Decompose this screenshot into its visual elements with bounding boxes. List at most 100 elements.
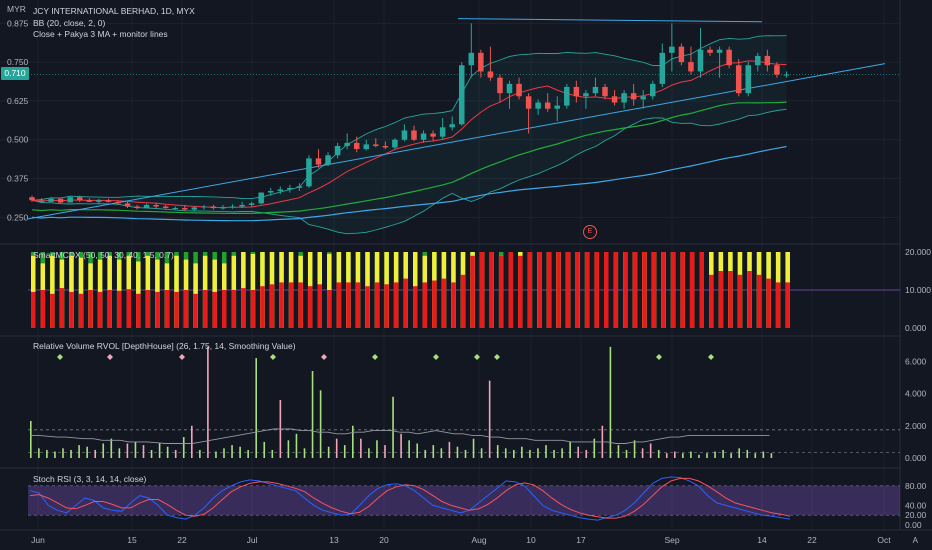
rvol-pane[interactable]	[28, 346, 900, 458]
rvol-bar	[513, 449, 515, 458]
mcdx-bar-red	[747, 271, 752, 328]
auto-scale-button[interactable]: A	[912, 536, 918, 545]
mcdx-bar-red	[241, 288, 246, 328]
candle-body	[535, 102, 541, 109]
rvol-bar	[569, 441, 571, 458]
candle-body	[229, 206, 236, 208]
rvol-bar	[134, 441, 137, 458]
ma-indicator-label[interactable]: Close + Pakya 3 MA + monitor lines	[33, 29, 168, 39]
smart-mcdx-pane[interactable]	[28, 252, 900, 328]
mcdx-bar-red	[604, 252, 609, 328]
rvol-bar	[46, 449, 48, 458]
rvol-signal-diamond	[708, 354, 714, 360]
mcdx-bar-red	[527, 252, 533, 328]
stoch-rsi-pane[interactable]	[28, 476, 900, 521]
rvol-bar	[239, 446, 241, 458]
stoch-rsi-label[interactable]: Stoch RSI (3, 3, 14, 14, close)	[33, 474, 147, 484]
rvol-bar	[730, 453, 732, 458]
mcdx-bar-red	[50, 293, 55, 328]
candle-body	[755, 55, 761, 66]
candle-body	[688, 62, 694, 72]
rvol-bar	[166, 446, 169, 458]
rvol-bar	[682, 453, 684, 458]
mcdx-bar-red	[222, 290, 227, 328]
mcdx-bar-red	[327, 290, 332, 328]
rvol-bar	[625, 449, 628, 458]
candle-body	[459, 65, 465, 125]
candle-body	[201, 206, 207, 208]
candle-body	[172, 208, 178, 210]
rvol-tick-label: 2.000	[905, 421, 927, 431]
rvol-bar	[746, 449, 749, 458]
smart-mcdx-label[interactable]: SmartMCDX (50, 50, 30, 40, 1.5, 0.7)	[33, 250, 174, 260]
candle-body	[182, 208, 188, 210]
mcdx-bar-red	[260, 286, 265, 328]
candle-body	[583, 93, 589, 97]
candle-body	[325, 155, 331, 165]
candle-body	[506, 83, 513, 94]
y-tick-label: 0.500	[7, 135, 29, 145]
rvol-bar	[754, 453, 757, 458]
rvol-bar	[126, 443, 129, 458]
rvol-bar	[199, 449, 201, 458]
rvol-bar	[561, 448, 563, 458]
mcdx-bar-red	[718, 271, 724, 328]
mcdx-bar-red	[69, 291, 74, 328]
mcdx-bar-red	[775, 282, 781, 328]
mcdx-bar-red	[632, 252, 638, 328]
mcdx-bar-red	[651, 252, 657, 328]
mcdx-bar-red	[212, 291, 217, 328]
x-tick-label: Jun	[31, 535, 45, 545]
candle-body	[659, 52, 666, 84]
rvol-bar	[529, 449, 531, 458]
mcdx-bar-red	[470, 255, 475, 328]
rvol-bar	[400, 433, 402, 458]
mcdx-bar-red	[661, 252, 666, 328]
rvol-bar	[424, 449, 427, 458]
rvol-bar	[480, 448, 483, 458]
mcdx-bar-red	[594, 252, 599, 328]
rvol-bar	[150, 449, 153, 458]
mcdx-bar-red	[518, 255, 523, 328]
rvol-bar	[633, 440, 636, 458]
candle-body	[783, 74, 790, 76]
rvol-bar	[78, 445, 80, 458]
rvol-bar	[714, 451, 716, 458]
rvol-tick-label: 6.000	[905, 356, 927, 366]
mcdx-bar-red	[374, 282, 380, 328]
mcdx-bar-yellow	[78, 257, 84, 328]
rvol-label[interactable]: Relative Volume RVOL [DepthHouse] (26, 1…	[33, 341, 296, 351]
candle-body	[430, 133, 436, 137]
earnings-event-icon[interactable]: E	[583, 225, 597, 239]
rvol-bar	[738, 448, 740, 458]
candle-body	[38, 200, 45, 202]
rvol-bar	[537, 448, 539, 458]
rvol-bar	[86, 446, 88, 458]
mcdx-bar-red	[537, 252, 542, 328]
x-tick-label: Jul	[247, 535, 258, 545]
rvol-bar	[585, 449, 588, 458]
candle-body	[764, 55, 771, 66]
rvol-bar	[94, 449, 96, 458]
stoch-tick-label: 20.00	[905, 510, 927, 520]
candle-body	[611, 96, 618, 103]
x-tick-label: 15	[127, 535, 137, 545]
rvol-bar	[207, 346, 209, 458]
candle-body	[153, 204, 159, 207]
mcdx-bar-red	[479, 252, 485, 328]
rvol-bar	[319, 390, 322, 458]
symbol-title[interactable]: JCY INTERNATIONAL BERHAD, 1D, MYX	[33, 6, 195, 16]
rvol-bar	[142, 445, 145, 458]
rvol-tick-label: 0.000	[905, 453, 927, 463]
rvol-bar	[223, 448, 225, 458]
rvol-bar	[521, 446, 523, 458]
bb-indicator-label[interactable]: BB (20, close, 2, 0)	[33, 18, 106, 28]
y-tick-label: 0.375	[7, 174, 29, 184]
stoch-band	[28, 485, 900, 516]
price-pane[interactable]	[27, 18, 900, 235]
mcdx-bar-red	[78, 293, 84, 328]
x-tick-label: 22	[177, 535, 187, 545]
candle-body	[77, 197, 83, 201]
x-tick-label: 10	[526, 535, 536, 545]
